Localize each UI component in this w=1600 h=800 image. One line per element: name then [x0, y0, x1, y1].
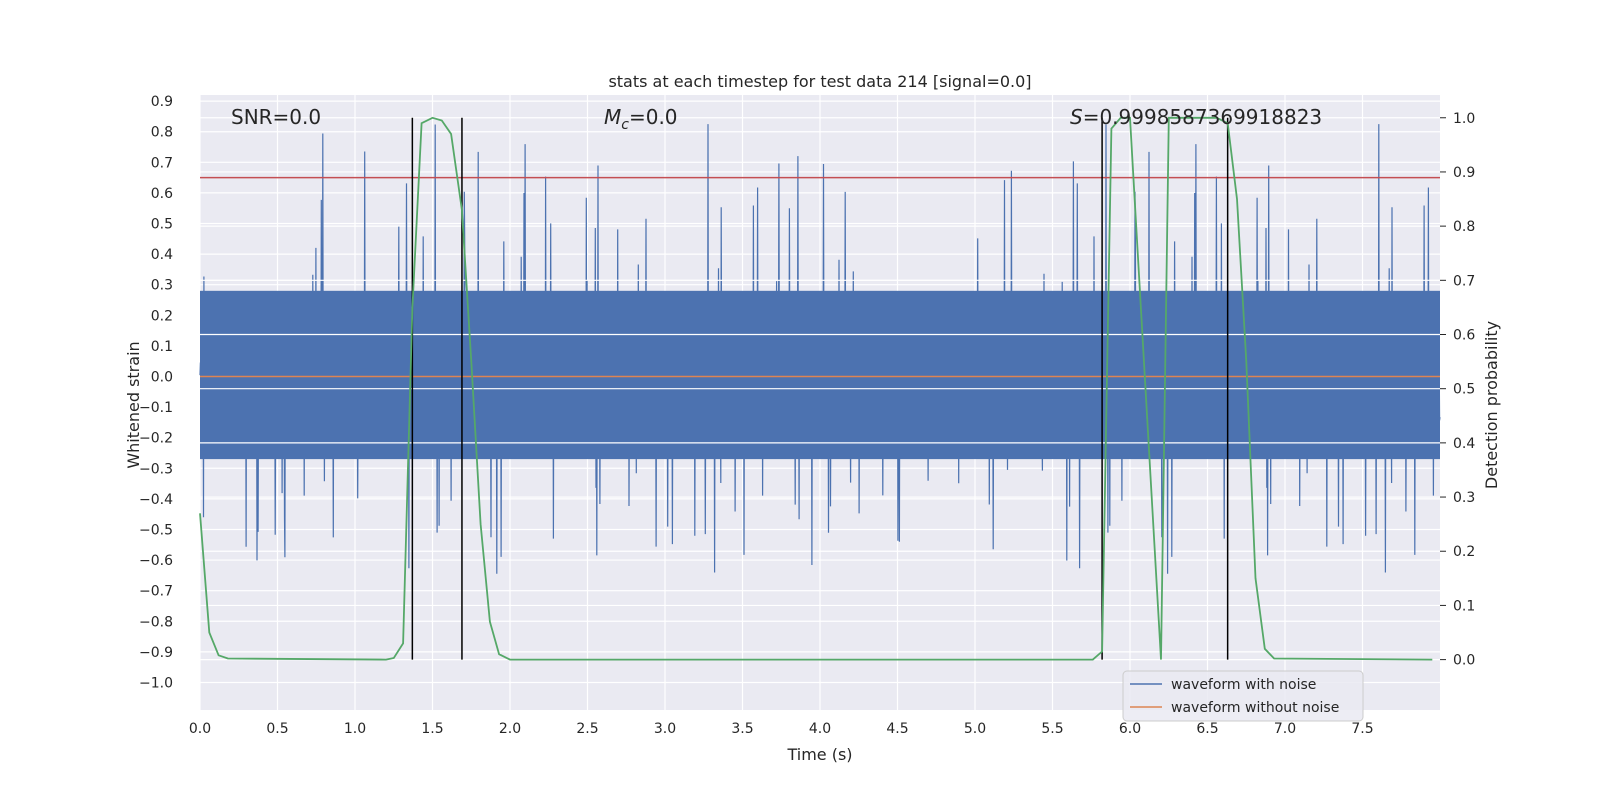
y-left-tick-label: 0.7 [151, 155, 173, 171]
x-tick-label: 3.5 [731, 721, 753, 737]
x-tick-label: 0.0 [189, 721, 211, 737]
y-right-tick-label: 0.2 [1453, 544, 1475, 560]
y-axis-left-label: Whitened strain [124, 341, 143, 468]
legend-label-noise: waveform with noise [1171, 677, 1316, 693]
series-waveform-with-noise [199, 124, 1441, 574]
s-symbol: S [1070, 105, 1083, 129]
overlay [199, 116, 1440, 661]
y-left-tick-label: −0.1 [139, 400, 173, 416]
y-left-tick-label: 0.6 [151, 186, 173, 202]
x-tick-label: 0.5 [266, 721, 288, 737]
x-axis-label: Time (s) [786, 745, 852, 764]
x-tick-label: 6.0 [1119, 721, 1141, 737]
mc-subscript: c [621, 117, 629, 133]
mc-value: =0.0 [629, 105, 678, 129]
y-right-tick-label: 0.1 [1453, 598, 1475, 614]
x-tick-label: 2.5 [576, 721, 598, 737]
y-left-tick-label: −0.5 [139, 522, 173, 538]
y-left-tick-label: −0.7 [139, 584, 173, 600]
legend: waveform with noise waveform without noi… [1122, 670, 1364, 722]
y-right-tick-label: 0.9 [1453, 165, 1475, 181]
legend-label-clean: waveform without noise [1171, 700, 1339, 716]
x-tick-label: 1.5 [421, 721, 443, 737]
y-right-tick-label: 1.0 [1453, 111, 1475, 127]
y-left-tick-label: 0.3 [151, 278, 173, 294]
y-right-tick-label: 0.8 [1453, 219, 1475, 235]
y-left-tick-label: −0.8 [139, 614, 173, 630]
x-tick-label: 5.5 [1041, 721, 1063, 737]
y-left-tick-label: −0.3 [139, 461, 173, 477]
snr-annotation: SNR=0.0 [231, 105, 321, 129]
y-right-tick-label: 0.7 [1453, 273, 1475, 289]
x-tick-label: 5.0 [964, 721, 986, 737]
s-annotation: S=0.9998587369918823 [1070, 105, 1322, 129]
y-left-tick-label: 0.4 [151, 247, 173, 263]
y-left-tick-label: 0.5 [151, 217, 173, 233]
y-left-tick-label: −1.0 [139, 675, 173, 691]
y-left-tick-label: −0.9 [139, 645, 173, 661]
y-right-tick-label: 0.5 [1453, 382, 1475, 398]
s-value: =0.9998587369918823 [1083, 105, 1322, 129]
y-left-tick-label: 0.9 [151, 94, 173, 110]
y-axis-right-label: Detection probability [1482, 321, 1501, 489]
mc-symbol: M [604, 105, 621, 129]
x-tick-label: 7.0 [1274, 721, 1296, 737]
y-right-tick-label: 0.0 [1453, 653, 1475, 669]
x-tick-label: 3.0 [654, 721, 676, 737]
mc-annotation: Mc=0.0 [604, 105, 678, 133]
y-left-tick-label: 0.0 [151, 369, 173, 385]
y-left-tick-label: 0.1 [151, 339, 173, 355]
chart-title: stats at each timestep for test data 214… [608, 72, 1031, 91]
x-tick-label: 6.5 [1196, 721, 1218, 737]
y-right-tick-label: 0.4 [1453, 436, 1475, 452]
x-tick-label: 1.0 [344, 721, 366, 737]
x-tick-label: 4.5 [886, 721, 908, 737]
x-tick-label: 4.0 [809, 721, 831, 737]
noise-core-band [200, 290, 1440, 460]
y-left-tick-label: 0.2 [151, 308, 173, 324]
legend-box [1122, 670, 1364, 722]
y-left-tick-label: −0.2 [139, 431, 173, 447]
y-left-tick-label: 0.8 [151, 125, 173, 141]
y-right-tick-label: 0.3 [1453, 490, 1475, 506]
detection-probability-line [199, 116, 1433, 661]
ticks: 0.0 0.5 1.0 1.5 2.0 2.5 3.0 3.5 4.0 4.5 5.0 5.5 6.0 6… [139, 94, 1475, 737]
y-left-tick-label: −0.4 [139, 492, 173, 508]
x-tick-label: 7.5 [1351, 721, 1373, 737]
y-left-tick-label: −0.6 [139, 553, 173, 569]
y-right-tick-label: 0.6 [1453, 327, 1475, 343]
x-tick-label: 2.0 [499, 721, 521, 737]
